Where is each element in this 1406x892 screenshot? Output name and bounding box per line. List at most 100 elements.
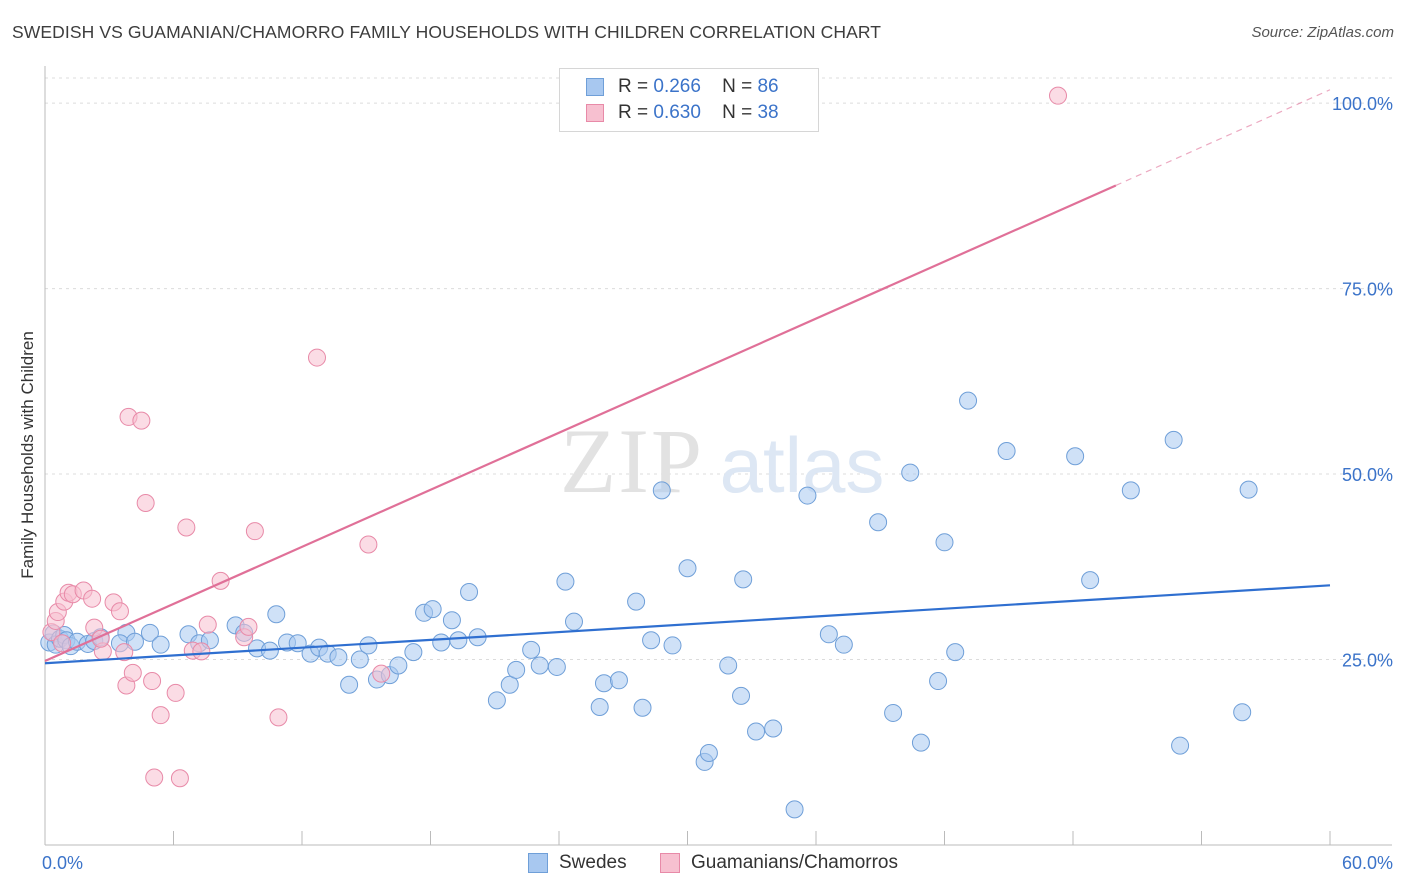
legend-r-label: R = bbox=[618, 102, 649, 123]
swedes-point bbox=[594, 674, 613, 693]
axes bbox=[44, 66, 1392, 846]
swedes-point bbox=[633, 698, 652, 717]
swedes-trend-line bbox=[44, 584, 1331, 665]
guamanian-point bbox=[170, 769, 189, 788]
guamanian-point bbox=[192, 642, 211, 661]
swedes-point bbox=[699, 744, 718, 763]
swedes-point bbox=[719, 656, 738, 675]
swedes-point bbox=[1164, 430, 1183, 449]
swedes-points bbox=[40, 391, 1258, 819]
swedes-point bbox=[901, 463, 920, 482]
guamanian-point bbox=[143, 672, 162, 691]
swedes-point bbox=[935, 533, 954, 552]
y-tick-label: 75.0% bbox=[1342, 280, 1393, 300]
swedes-point bbox=[442, 611, 461, 630]
swedes-point bbox=[785, 800, 804, 819]
swedes-point bbox=[1066, 447, 1085, 466]
guamanian-point bbox=[1049, 86, 1068, 105]
guamanian-point bbox=[372, 664, 391, 683]
swedes-point bbox=[329, 648, 348, 667]
swedes-point bbox=[507, 660, 526, 679]
guamanian-point bbox=[83, 589, 102, 608]
swedes-point bbox=[869, 513, 888, 532]
swedes-point bbox=[652, 481, 671, 500]
swedes-point bbox=[627, 592, 646, 611]
guamanian-point bbox=[245, 522, 264, 541]
guamanian-point bbox=[239, 617, 258, 636]
swedes-point bbox=[564, 612, 583, 631]
swedes-point bbox=[1121, 481, 1140, 500]
swedes-point bbox=[530, 656, 549, 675]
swedes-point bbox=[798, 486, 817, 505]
swedes-point bbox=[556, 572, 575, 591]
swedes-point bbox=[547, 657, 566, 676]
swedes-point bbox=[734, 570, 753, 589]
swedes-point bbox=[946, 643, 965, 662]
swedes-point bbox=[609, 671, 628, 690]
bottom-legend-swatch-swedes bbox=[528, 853, 548, 873]
swedes-point bbox=[487, 691, 506, 710]
swedes-point bbox=[432, 633, 451, 652]
y-tick-label: 25.0% bbox=[1342, 651, 1393, 671]
swedes-point bbox=[678, 559, 697, 578]
swedes-point bbox=[389, 656, 408, 675]
tick-labels: 25.0% 50.0% 75.0% 100.0% 0.0% 60.0% bbox=[42, 94, 1393, 873]
x-tick-label-max: 60.0% bbox=[1342, 853, 1393, 873]
swedes-point bbox=[834, 635, 853, 654]
y-tick-label: 50.0% bbox=[1342, 465, 1393, 485]
bottom-legend-label-guamanians: Guamanians/Chamorros bbox=[691, 852, 898, 873]
swedes-point bbox=[732, 686, 751, 705]
legend-n-label: N = bbox=[722, 102, 753, 123]
swedes-point bbox=[460, 583, 479, 602]
guamanian-point bbox=[269, 708, 288, 727]
swedes-point bbox=[1233, 703, 1252, 722]
swedes-point bbox=[151, 635, 170, 654]
swedes-point bbox=[423, 600, 442, 619]
swedes-point bbox=[884, 703, 903, 722]
swedes-point bbox=[911, 733, 930, 752]
guamanian-point bbox=[177, 518, 196, 537]
trend-lines bbox=[44, 89, 1331, 665]
guamanian-point bbox=[307, 348, 326, 367]
chart-title: SWEDISH VS GUAMANIAN/CHAMORRO FAMILY HOU… bbox=[12, 22, 882, 42]
guamanian-trend-line bbox=[44, 184, 1117, 663]
swedes-point bbox=[1081, 571, 1100, 590]
swedes-point bbox=[350, 650, 369, 669]
legend-n-label: N = bbox=[722, 76, 753, 97]
swedes-point bbox=[359, 636, 378, 655]
guamanian-point bbox=[151, 706, 170, 725]
stats-legend: R = 0.266 N = 86 R = 0.630 N = 38 bbox=[559, 68, 819, 132]
swedes-point bbox=[500, 675, 519, 694]
guamanian-point bbox=[359, 535, 378, 554]
swedes-point bbox=[449, 631, 468, 650]
swedes-point bbox=[819, 625, 838, 644]
watermark-zip: ZIP bbox=[560, 410, 704, 512]
swedes-point bbox=[663, 636, 682, 655]
guamanian-point bbox=[115, 643, 134, 662]
swedes-point bbox=[340, 675, 359, 694]
guamanian-point bbox=[53, 634, 72, 653]
x-tick-label-min: 0.0% bbox=[42, 853, 83, 873]
y-tick-label: 100.0% bbox=[1332, 94, 1393, 114]
y-axis-label: Family Households with Children bbox=[18, 331, 37, 579]
legend-n-value: 38 bbox=[757, 102, 779, 123]
guamanian-point bbox=[123, 663, 142, 682]
guamanian-point bbox=[145, 768, 164, 787]
guamanian-point bbox=[110, 602, 129, 621]
swedes-point bbox=[929, 672, 948, 691]
swedes-point bbox=[522, 640, 541, 659]
guamanian-trend-extension bbox=[1115, 89, 1331, 186]
swedes-point bbox=[590, 698, 609, 717]
swedes-point bbox=[997, 442, 1016, 461]
guamanian-point bbox=[166, 683, 185, 702]
source-label: Source: ZipAtlas.com bbox=[1251, 24, 1394, 41]
swedes-point bbox=[140, 623, 159, 642]
legend-r-value: 0.630 bbox=[653, 102, 701, 123]
swedes-point bbox=[764, 719, 783, 738]
bottom-legend-swatch-guamanians bbox=[660, 853, 680, 873]
swedes-point bbox=[404, 643, 423, 662]
swedes-point bbox=[1239, 480, 1258, 499]
legend-n-value: 86 bbox=[757, 76, 779, 97]
swedes-point bbox=[747, 722, 766, 741]
swedes-point bbox=[959, 391, 978, 410]
